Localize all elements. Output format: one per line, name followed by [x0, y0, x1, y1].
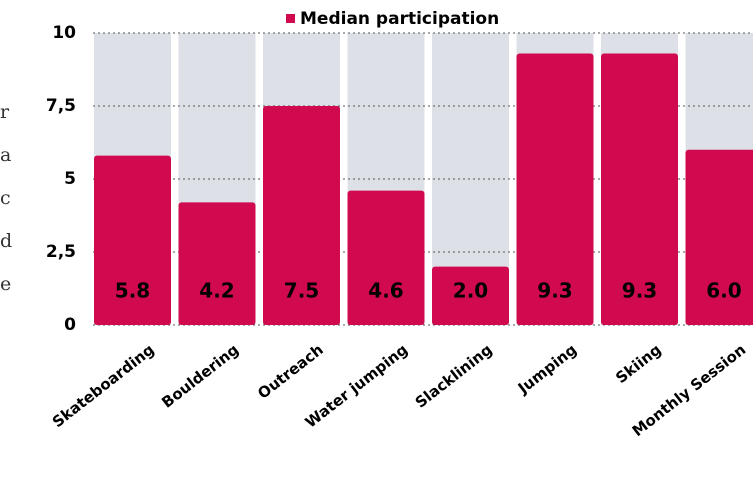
y-tick-label: 5 — [64, 169, 76, 189]
y-tick-label: 0 — [64, 315, 76, 335]
value-label: 4.6 — [368, 279, 403, 303]
value-label: 5.8 — [115, 279, 150, 303]
value-label: 2.0 — [453, 279, 488, 303]
bar — [685, 149, 753, 325]
value-label: 7.5 — [284, 279, 319, 303]
bar — [94, 155, 171, 325]
bar — [516, 53, 594, 325]
x-tick-label: Skiing — [612, 341, 664, 387]
x-tick-label: Skateboarding — [49, 341, 158, 432]
y-tick-label: 2,5 — [46, 242, 76, 262]
y-tick-label: 10 — [52, 23, 76, 43]
side-text: c — [0, 187, 11, 209]
legend-swatch — [286, 14, 295, 23]
side-text: a — [0, 144, 11, 166]
side-text: d — [0, 230, 12, 252]
bar — [432, 266, 509, 325]
value-label: 9.3 — [537, 279, 572, 303]
bar — [263, 106, 340, 325]
x-tick-label: Outreach — [254, 341, 326, 403]
bar — [178, 202, 256, 325]
bar — [601, 53, 678, 325]
legend-label: Median participation — [300, 9, 499, 29]
bar — [347, 190, 425, 325]
x-tick-label: Slacklining — [412, 341, 496, 412]
value-label: 9.3 — [622, 279, 657, 303]
x-tick-label: Jumping — [514, 341, 580, 398]
y-tick-label: 7,5 — [46, 96, 76, 116]
value-label: 4.2 — [199, 279, 234, 303]
side-text: r — [0, 101, 10, 123]
side-text: e — [0, 273, 11, 295]
value-label: 6.0 — [706, 279, 741, 303]
x-tick-label: Bouldering — [158, 341, 242, 412]
